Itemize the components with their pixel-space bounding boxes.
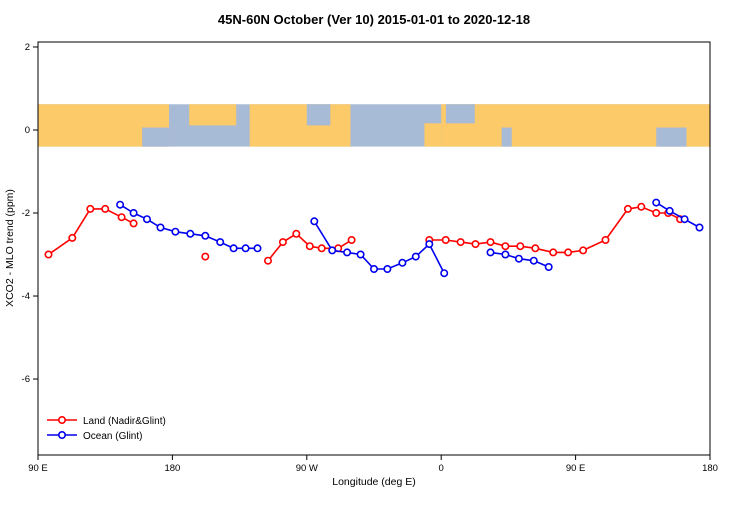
series-line (429, 205, 681, 254)
y-tick-label: -2 (22, 208, 30, 219)
data-point (143, 215, 152, 224)
y-tick-label: 0 (25, 125, 30, 136)
data-point (579, 246, 588, 255)
x-tick-label: 180 (164, 463, 180, 474)
legend-land-label: Land (Nadir&Glint) (83, 416, 166, 427)
map-band-land (249, 104, 351, 147)
data-point (425, 240, 434, 249)
map-band-sea (656, 127, 687, 147)
data-point (383, 264, 392, 273)
y-tick-label: -4 (22, 291, 30, 302)
data-point (305, 242, 314, 251)
data-point (501, 242, 510, 251)
data-point (129, 219, 138, 228)
data-point (549, 248, 558, 257)
legend-entry-ocean: Ocean (Glint) (47, 430, 142, 442)
data-point (343, 248, 352, 257)
data-point (369, 264, 378, 273)
data-point (623, 204, 632, 213)
data-point (229, 244, 238, 253)
data-point (201, 252, 210, 261)
data-point (440, 269, 449, 278)
legend-entry-land: Land (Nadir&Glint) (47, 415, 166, 427)
data-point (186, 229, 195, 238)
data-point (347, 236, 356, 245)
data-point (695, 223, 704, 232)
data-point (86, 204, 95, 213)
x-axis-label: Longitude (deg E) (332, 476, 415, 488)
data-point (101, 204, 110, 213)
data-point (310, 217, 319, 226)
data-point (253, 244, 262, 253)
data-point (129, 209, 138, 218)
data-point (529, 256, 538, 265)
data-point (652, 198, 661, 207)
data-series (44, 198, 704, 278)
legend: Land (Nadir&Glint) Ocean (Glint) (47, 415, 166, 442)
data-point (263, 256, 272, 265)
y-tick-label: 2 (25, 42, 30, 53)
data-point (471, 240, 480, 249)
series-line (119, 204, 258, 250)
world-map-band (38, 104, 710, 147)
legend-land-marker-icon (57, 415, 66, 424)
data-point (544, 262, 553, 271)
y-tick-label: -6 (22, 374, 30, 385)
legend-ocean-marker-icon (57, 430, 66, 439)
map-band-sea (501, 127, 512, 147)
data-point (441, 236, 450, 245)
x-tick-label: 90 E (28, 463, 48, 474)
data-point (456, 238, 465, 247)
data-point (292, 229, 301, 238)
series-line (313, 220, 445, 274)
data-point (171, 227, 180, 236)
data-point (356, 250, 365, 259)
data-point (514, 254, 523, 263)
axes: 90 E 180 90 W 0 90 E 180 2 0 -2 -4 -6 (22, 42, 718, 474)
data-point (665, 206, 674, 215)
plot-border (37, 41, 711, 456)
x-tick-label: 180 (702, 463, 718, 474)
data-point (486, 248, 495, 257)
data-point (68, 233, 77, 242)
data-point (201, 231, 210, 240)
data-point (411, 252, 420, 261)
data-point (564, 248, 573, 257)
data-point (637, 202, 646, 211)
x-tick-label: 0 (439, 463, 444, 474)
map-band-sea (142, 127, 170, 147)
map-band-land (189, 104, 237, 126)
data-point (44, 250, 53, 259)
data-point (601, 236, 610, 245)
map-band-land (424, 123, 442, 147)
data-point (216, 238, 225, 247)
data-point (652, 209, 661, 218)
x-tick-label: 90 W (296, 463, 318, 474)
y-axis-label: XCO2 - MLO trend (ppm) (4, 189, 16, 307)
data-point (116, 200, 125, 209)
data-point (328, 246, 337, 255)
data-point (516, 242, 525, 251)
data-point (156, 223, 165, 232)
map-band-sea (306, 104, 331, 126)
series-line (655, 201, 700, 229)
data-point (278, 238, 287, 247)
data-point (680, 215, 689, 224)
data-point (317, 244, 326, 253)
data-point (241, 244, 250, 253)
data-point (398, 258, 407, 267)
data-point (486, 238, 495, 247)
legend-ocean-label: Ocean (Glint) (83, 431, 142, 442)
map-band-sea (445, 104, 475, 124)
x-tick-label: 90 E (566, 463, 586, 474)
data-point (117, 213, 126, 222)
data-point (531, 244, 540, 253)
data-point (501, 250, 510, 259)
chart-title: 45N-60N October (Ver 10) 2015-01-01 to 2… (218, 12, 530, 27)
